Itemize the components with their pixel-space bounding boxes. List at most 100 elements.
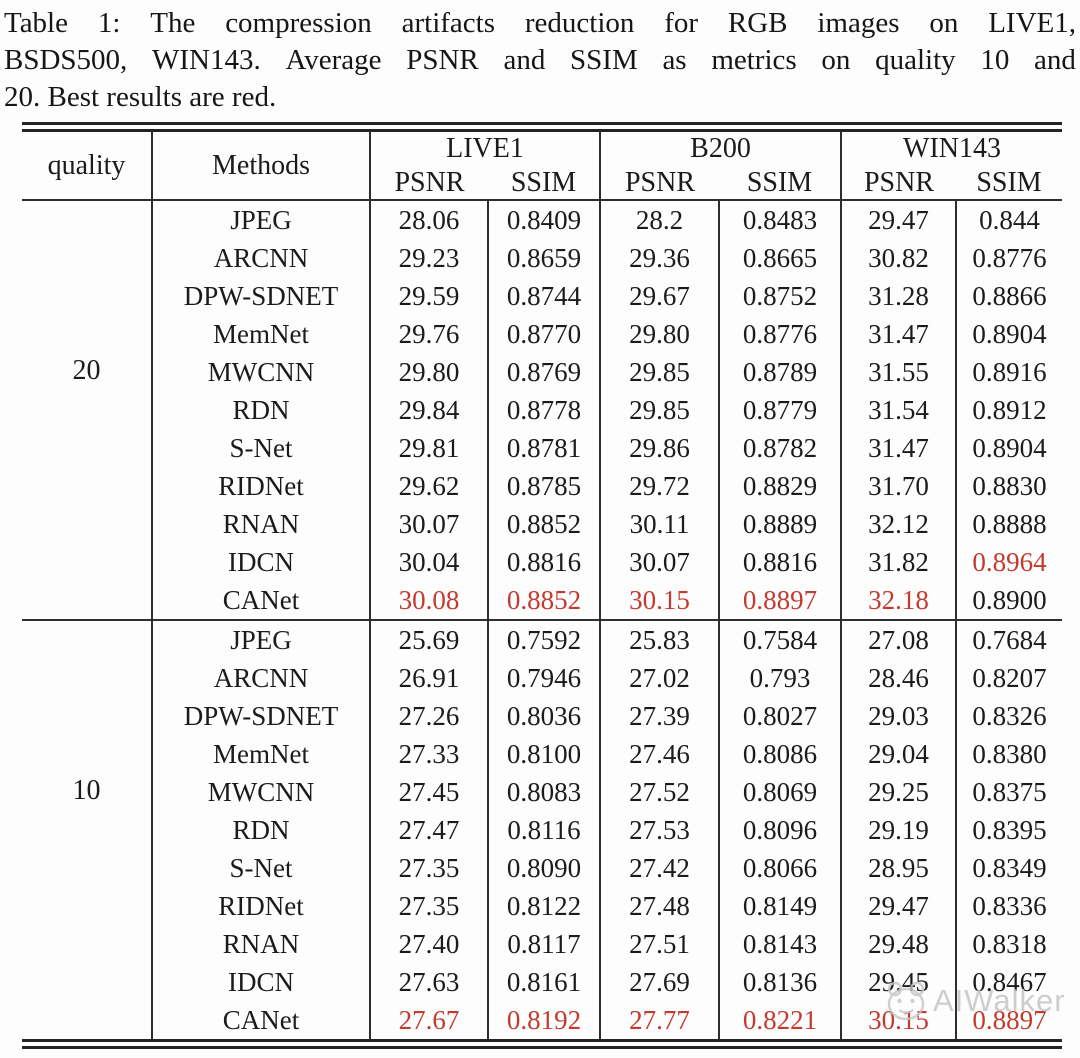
metric-value: 0.8136 xyxy=(718,963,842,1001)
metric-value: 27.51 xyxy=(599,925,720,963)
metric-value: 0.8852 xyxy=(486,581,601,620)
method-name: ARCNN xyxy=(151,239,370,277)
metric-value: 0.8221 xyxy=(718,1001,842,1039)
metric-value: 0.8829 xyxy=(718,467,842,505)
method-name: S-Net xyxy=(151,429,370,467)
metric-value: 30.15 xyxy=(599,581,720,620)
method-name: RNAN xyxy=(151,925,370,963)
col-header-quality: quality xyxy=(22,132,152,201)
table-row: ARCNN 29.23 0.8659 29.36 0.8665 30.82 0.8776 xyxy=(22,239,1063,277)
metric-value: 29.04 xyxy=(840,735,957,773)
metric-value: 0.8752 xyxy=(718,277,842,315)
metric-value: 27.26 xyxy=(369,697,488,735)
table-row: CANet 30.08 0.8852 30.15 0.8897 32.18 0.8900 xyxy=(22,581,1063,620)
method-name: CANet xyxy=(151,1001,370,1039)
table-row: RIDNet 27.35 0.8122 27.48 0.8149 29.47 0.8336 xyxy=(22,887,1063,925)
table-row: 10 JPEG 25.69 0.7592 25.83 0.7584 27.08 0.7684 xyxy=(22,619,1063,1039)
method-name: MemNet xyxy=(151,735,370,773)
metric-value: 0.8770 xyxy=(486,315,601,353)
metric-value: 0.8086 xyxy=(718,735,842,773)
metric-value: 27.47 xyxy=(369,811,488,849)
metric-value: 0.8122 xyxy=(486,887,601,925)
metric-value: 29.80 xyxy=(369,353,488,391)
metric-value: 0.8467 xyxy=(955,963,1063,1001)
table-row: S-Net 29.81 0.8781 29.86 0.8782 31.47 0.8904 xyxy=(22,429,1063,467)
metric-value: 0.8904 xyxy=(955,429,1063,467)
metric-value: 0.8785 xyxy=(486,467,601,505)
table-row: CANet 27.67 0.8192 27.77 0.8221 30.15 0.8897 xyxy=(22,1001,1063,1039)
metric-value: 31.70 xyxy=(840,467,957,505)
metric-value: 0.8776 xyxy=(955,239,1063,277)
metric-value: 25.69 xyxy=(369,619,488,659)
metric-value: 31.47 xyxy=(840,429,957,467)
metric-value: 0.8027 xyxy=(718,697,842,735)
metric-value: 0.8782 xyxy=(718,429,842,467)
metric-value: 28.95 xyxy=(840,849,957,887)
metric-value: 0.8897 xyxy=(718,581,842,620)
metric-value: 0.8816 xyxy=(718,543,842,581)
col-header-win143-psnr: PSNR xyxy=(840,166,957,201)
col-header-win143-ssim: SSIM xyxy=(956,166,1063,201)
metric-value: 0.8409 xyxy=(486,200,601,239)
metric-value: 0.8769 xyxy=(486,353,601,391)
method-name: DPW-SDNET xyxy=(151,277,370,315)
col-header-b200-ssim: SSIM xyxy=(719,166,842,201)
method-name: RDN xyxy=(151,391,370,429)
method-name: ARCNN xyxy=(151,659,370,697)
metric-value: 29.85 xyxy=(599,353,720,391)
metric-value: 0.7946 xyxy=(486,659,601,697)
metric-value: 27.46 xyxy=(599,735,720,773)
method-name: RIDNet xyxy=(151,887,370,925)
metric-value: 29.76 xyxy=(369,315,488,353)
metric-value: 0.8889 xyxy=(718,505,842,543)
metric-value: 0.8816 xyxy=(486,543,601,581)
caption-line-1: Table 1: The compression artifacts reduction f… xyxy=(4,7,1076,39)
metric-value: 0.8318 xyxy=(955,925,1063,963)
metric-value: 0.8830 xyxy=(955,467,1063,505)
metric-value: 0.8852 xyxy=(486,505,601,543)
caption-line-3: 20. Best results are red. xyxy=(4,81,277,113)
metric-value: 29.85 xyxy=(599,391,720,429)
metric-value: 30.82 xyxy=(840,239,957,277)
table-row: DPW-SDNET 27.26 0.8036 27.39 0.8027 29.03 0.83… xyxy=(22,697,1063,735)
metric-value: 0.8349 xyxy=(955,849,1063,887)
metric-value: 0.7592 xyxy=(486,619,601,659)
metric-value: 0.8888 xyxy=(955,505,1063,543)
table-row: ARCNN 26.91 0.7946 27.02 0.793 28.46 0.8207 xyxy=(22,659,1063,697)
table-row: RNAN 27.40 0.8117 27.51 0.8143 29.48 0.8318 xyxy=(22,925,1063,963)
col-header-methods: Methods xyxy=(151,132,370,201)
table-header: quality Methods LIVE1 B200 WIN143 PSNR S… xyxy=(22,132,1063,201)
metric-value: 29.72 xyxy=(599,467,720,505)
method-name: MWCNN xyxy=(151,773,370,811)
metric-value: 27.40 xyxy=(369,925,488,963)
metric-value: 0.8897 xyxy=(955,1001,1063,1039)
metric-value: 29.03 xyxy=(840,697,957,735)
header-row-metrics: PSNR SSIM PSNR SSIM PSNR SSIM xyxy=(22,166,1063,201)
metric-value: 27.63 xyxy=(369,963,488,1001)
metric-value: 27.52 xyxy=(599,773,720,811)
metric-value: 29.62 xyxy=(369,467,488,505)
group-header-live1: LIVE1 xyxy=(368,132,601,166)
metric-value: 31.47 xyxy=(840,315,957,353)
table-row: DPW-SDNET 29.59 0.8744 29.67 0.8752 31.28 0.88… xyxy=(22,277,1063,315)
table-row: RNAN 30.07 0.8852 30.11 0.8889 32.12 0.8888 xyxy=(22,505,1063,543)
metric-value: 0.8375 xyxy=(955,773,1063,811)
metric-value: 31.55 xyxy=(840,353,957,391)
metric-value: 29.25 xyxy=(840,773,957,811)
metric-value: 27.45 xyxy=(369,773,488,811)
metric-value: 0.8149 xyxy=(718,887,842,925)
results-table: quality Methods LIVE1 B200 WIN143 PSNR S… xyxy=(22,132,1063,1039)
metric-value: 0.8776 xyxy=(718,315,842,353)
method-name: IDCN xyxy=(151,543,370,581)
metric-value: 29.86 xyxy=(599,429,720,467)
metric-value: 27.69 xyxy=(599,963,720,1001)
metric-value: 27.48 xyxy=(599,887,720,925)
table-row: MemNet 29.76 0.8770 29.80 0.8776 31.47 0.8904 xyxy=(22,315,1063,353)
method-name: MWCNN xyxy=(151,353,370,391)
group-header-win143: WIN143 xyxy=(840,132,1063,166)
metric-value: 0.8665 xyxy=(718,239,842,277)
metric-value: 0.8143 xyxy=(718,925,842,963)
metric-value: 29.47 xyxy=(840,200,957,239)
metric-value: 0.8789 xyxy=(718,353,842,391)
metric-value: 29.19 xyxy=(840,811,957,849)
